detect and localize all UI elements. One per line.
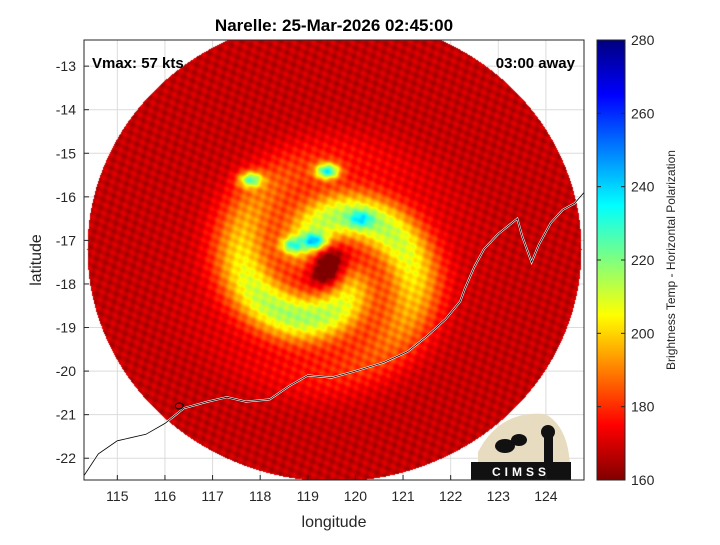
y-tick-label: -22 (56, 450, 76, 466)
x-tick-label: 118 (249, 488, 272, 504)
brightness-temp-field (84, 40, 584, 480)
logo-tower-top (541, 425, 555, 439)
x-tick-label: 117 (201, 488, 224, 504)
colorbar-tick-label: 280 (631, 32, 655, 48)
colorbar-tick-label: 180 (631, 399, 655, 415)
y-axis-label: latitude (28, 234, 45, 286)
y-tick-label: -14 (56, 102, 76, 118)
y-tick-label: -19 (56, 320, 76, 336)
colorbar (597, 40, 625, 480)
logo-dish-1 (495, 439, 515, 453)
x-tick-label: 120 (344, 488, 368, 504)
colorbar-tick-label: 240 (631, 179, 655, 195)
logo-text: CIMSS (492, 465, 550, 479)
logo-tower (544, 436, 553, 462)
x-tick-label: 122 (439, 488, 463, 504)
x-tick-label: 116 (154, 488, 177, 504)
y-tick-label: -21 (56, 407, 76, 423)
y-tick-label: -15 (56, 145, 76, 161)
chart-title: Narelle: 25-Mar-2026 02:45:00 (215, 16, 453, 35)
y-axis: -13 -14 -15 -16 -17 -18 -19 -20 -21 -22 (56, 58, 89, 466)
vmax-annotation: Vmax: 57 kts (92, 55, 184, 72)
colorbar-tick-label: 160 (631, 472, 655, 488)
coastline-outline (84, 192, 584, 476)
logo-dish-2 (511, 434, 527, 446)
x-tick-label: 119 (297, 488, 320, 504)
island-outline (174, 402, 184, 410)
y-tick-label: -18 (56, 276, 76, 292)
colorbar-tick-label: 220 (631, 252, 655, 268)
y-tick-label: -17 (56, 232, 76, 248)
time-away-annotation: 03:00 away (496, 55, 576, 72)
y-tick-label: -20 (56, 363, 76, 379)
y-tick-label: -13 (56, 58, 76, 74)
x-axis-label: longitude (302, 514, 367, 531)
colorbar-ticks: 280 260 240 220 200 180 160 (597, 32, 655, 488)
colorbar-label: Brightness Temp - Horizontal Polarizatio… (664, 150, 678, 370)
colorbar-tick-label: 200 (631, 325, 655, 341)
plot-frame (83, 39, 585, 481)
x-tick-label: 124 (534, 488, 558, 504)
y-tick-label: -16 (56, 189, 76, 205)
x-tick-label: 115 (106, 488, 129, 504)
x-tick-label: 121 (391, 488, 415, 504)
x-tick-label: 123 (487, 488, 511, 504)
x-axis: 115 116 117 118 119 120 121 122 123 124 (106, 475, 558, 504)
colorbar-tick-label: 260 (631, 105, 655, 121)
